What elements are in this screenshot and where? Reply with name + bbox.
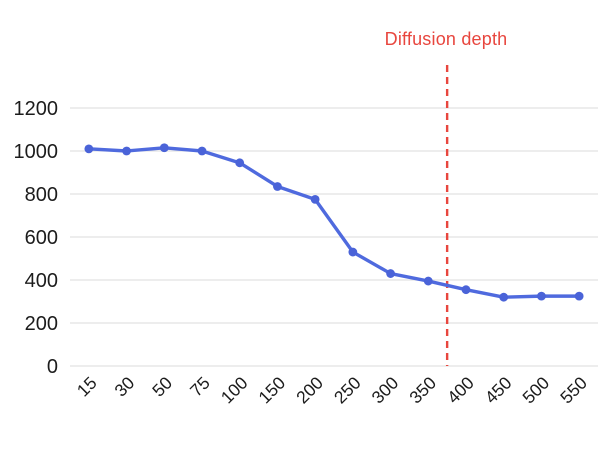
data-point bbox=[273, 182, 282, 191]
data-point bbox=[84, 144, 94, 154]
y-tick-label: 800 bbox=[25, 184, 58, 206]
data-point bbox=[461, 285, 471, 295]
data-point bbox=[310, 194, 320, 204]
y-tick-label: 600 bbox=[25, 227, 58, 249]
x-tick-label: 200 bbox=[292, 373, 327, 408]
x-tick-label: 500 bbox=[518, 373, 553, 408]
data-point bbox=[499, 292, 509, 302]
x-tick-label: 250 bbox=[330, 373, 365, 408]
x-tick-label: 150 bbox=[254, 373, 289, 408]
x-tick-label: 50 bbox=[148, 372, 176, 400]
y-tick-label: 400 bbox=[25, 270, 58, 292]
data-point bbox=[386, 269, 395, 278]
x-tick-label: 15 bbox=[73, 373, 101, 401]
x-tick-label: 350 bbox=[405, 373, 440, 408]
y-tick-label: 1200 bbox=[14, 98, 59, 120]
data-point bbox=[122, 146, 131, 156]
x-tick-label: 300 bbox=[368, 373, 403, 408]
data-point bbox=[235, 158, 245, 168]
x-tick-label: 75 bbox=[186, 373, 214, 401]
x-tick-label: 450 bbox=[481, 373, 516, 408]
data-point bbox=[159, 143, 169, 153]
x-tick-label: 550 bbox=[556, 373, 591, 408]
y-tick-label: 200 bbox=[25, 313, 58, 335]
x-tick-label: 30 bbox=[110, 372, 138, 400]
data-point bbox=[197, 146, 207, 156]
data-point bbox=[537, 291, 546, 301]
x-tick-label: 100 bbox=[217, 373, 252, 408]
x-tick-label: 400 bbox=[443, 373, 478, 408]
data-line bbox=[87, 146, 581, 299]
annotation-label: Diffusion depth bbox=[384, 29, 508, 49]
data-point bbox=[574, 291, 584, 301]
data-point bbox=[423, 276, 433, 286]
y-tick-label: 0 bbox=[47, 356, 58, 378]
y-tick-label: 1000 bbox=[14, 141, 59, 163]
data-point bbox=[348, 247, 358, 257]
